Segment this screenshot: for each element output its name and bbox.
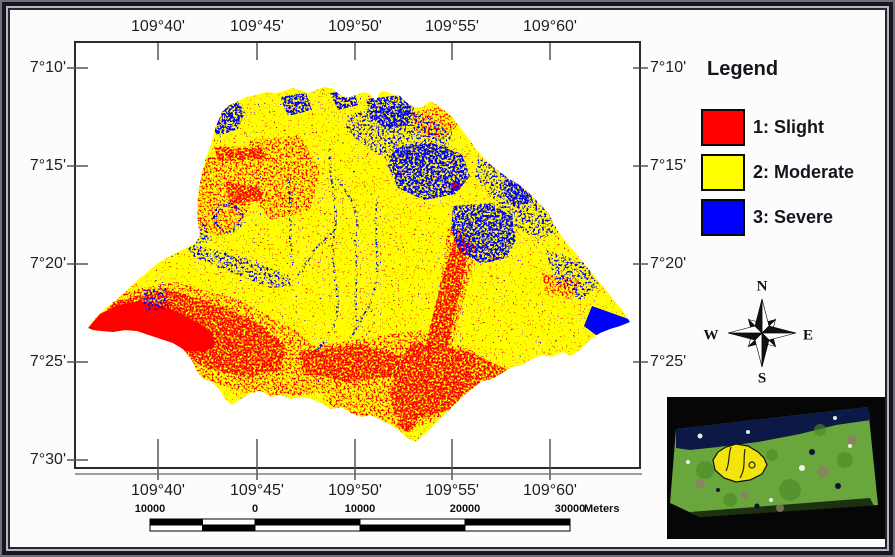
legend-item: 2: Moderate bbox=[701, 153, 854, 191]
left-axis-label: 7°15' bbox=[29, 157, 66, 174]
top-axis-label: 109°55' bbox=[425, 18, 479, 35]
legend-item: 1: Slight bbox=[701, 108, 824, 146]
legend-label: 1: Slight bbox=[753, 116, 824, 137]
legend-title: Legend bbox=[707, 58, 779, 80]
scale-bar-tick-label: 20000 bbox=[449, 503, 481, 515]
legend-swatch-slight bbox=[701, 108, 745, 146]
graticule-ticks bbox=[67, 43, 648, 480]
compass-west-label: W bbox=[703, 327, 719, 344]
legend-label: 3: Severe bbox=[753, 206, 834, 227]
legend-swatch-severe bbox=[701, 198, 745, 236]
scale-bar-tick-label: 30000 bbox=[554, 503, 586, 515]
right-axis-label: 7°25' bbox=[650, 353, 687, 370]
bottom-axis-label: 109°55' bbox=[425, 482, 479, 499]
compass-north-label: N bbox=[756, 278, 768, 295]
scale-bar-tick-label: 0 bbox=[251, 503, 259, 515]
top-axis-label: 109°45' bbox=[230, 18, 284, 35]
legend-item: 3: Severe bbox=[701, 198, 833, 236]
top-axis-label: 109°50' bbox=[328, 18, 382, 35]
compass-east-label: E bbox=[802, 327, 814, 344]
right-axis-label: 7°10' bbox=[650, 59, 687, 76]
left-axis-label: 7°20' bbox=[29, 255, 66, 272]
scale-bar bbox=[149, 518, 571, 532]
bottom-axis-label: 109°60' bbox=[523, 482, 577, 499]
scale-bar-tick-label: 10000 bbox=[134, 503, 166, 515]
severity-raster bbox=[88, 87, 630, 442]
bottom-axis-label: 109°40' bbox=[131, 482, 185, 499]
right-axis-label: 7°15' bbox=[650, 157, 687, 174]
left-axis-label: 7°10' bbox=[29, 59, 66, 76]
scale-bar-unit-label: Meters bbox=[584, 503, 620, 515]
right-axis-label: 7°20' bbox=[650, 255, 687, 272]
inset-satellite-image bbox=[667, 397, 887, 539]
left-axis-label: 7°25' bbox=[29, 353, 66, 370]
bottom-axis-label: 109°50' bbox=[328, 482, 382, 499]
bottom-axis-label: 109°45' bbox=[230, 482, 284, 499]
top-axis-label: 109°40' bbox=[131, 18, 185, 35]
left-axis-label: 7°30' bbox=[29, 451, 66, 468]
scale-bar-tick-label: 10000 bbox=[344, 503, 376, 515]
top-axis-label: 109°60' bbox=[523, 18, 577, 35]
compass-south-label: S bbox=[757, 370, 767, 387]
legend-label: 2: Moderate bbox=[753, 161, 855, 182]
legend-swatch-moderate bbox=[701, 153, 745, 191]
compass-rose-icon bbox=[727, 298, 797, 368]
